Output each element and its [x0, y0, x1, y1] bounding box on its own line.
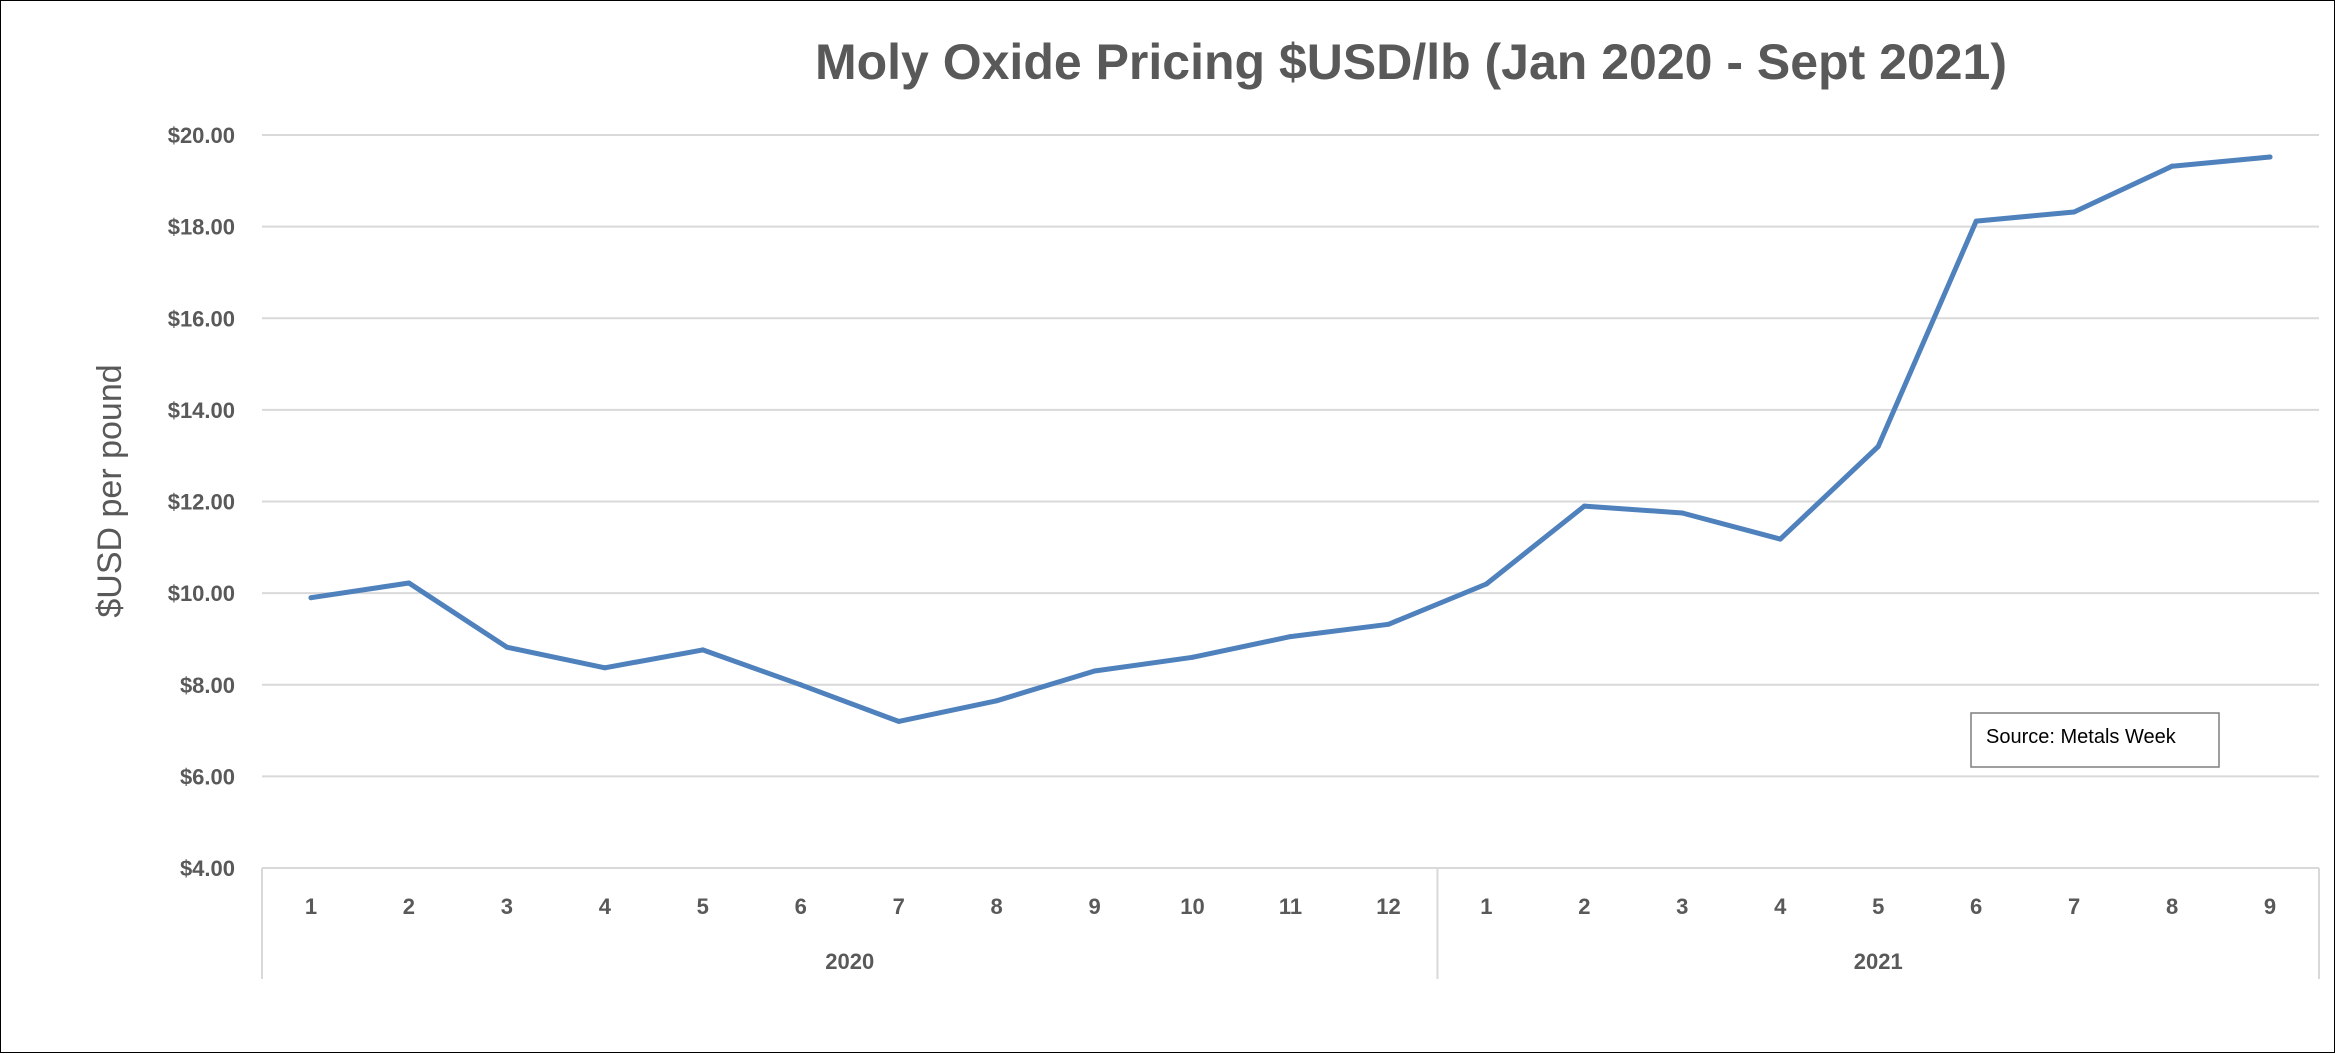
data-point	[1777, 536, 1783, 542]
data-point	[1973, 218, 1979, 224]
data-point	[1385, 621, 1391, 627]
x-tick-label: 3	[501, 894, 513, 919]
x-group-labels: 2020 2021	[825, 949, 1902, 974]
data-point	[1288, 634, 1293, 640]
source-box-border	[1970, 712, 2220, 768]
y-tick-labels: $4.00 $6.00 $8.00 $10.00 $12.00 $14.00 $16.00 $…	[168, 123, 235, 881]
data-point	[1483, 581, 1489, 587]
x-tick-labels: 1 2 3 4 5 6 7 8 9 10 11 12 1 2 3 4 5 6 7 8 9	[305, 894, 2276, 919]
source-annotation: Source: Metals Week	[1970, 712, 2220, 768]
x-group-label: 2021	[1854, 949, 1903, 974]
x-tick-label: 8	[991, 894, 1003, 919]
y-tick-label: $18.00	[168, 215, 235, 240]
y-tick-label: $8.00	[180, 673, 235, 698]
x-tick-label: 1	[1480, 894, 1492, 919]
source-label: Source: Metals Week	[1986, 726, 2177, 748]
data-point	[602, 665, 608, 671]
x-tick-label: 5	[697, 894, 709, 919]
y-tick-label: $10.00	[168, 581, 235, 606]
data-point	[1581, 503, 1587, 509]
x-tick-label: 5	[1872, 894, 1884, 919]
x-tick-label: 10	[1180, 894, 1204, 919]
y-tick-label: $16.00	[168, 306, 235, 331]
chart-title: Moly Oxide Pricing $USD/lb (Jan 2020 - S…	[815, 34, 2007, 90]
x-group-label: 2020	[825, 949, 874, 974]
x-tick-label: 12	[1376, 894, 1400, 919]
x-axis	[261, 867, 2320, 979]
x-tick-label: 2	[403, 894, 415, 919]
data-point	[994, 698, 1000, 704]
y-tick-label: $14.00	[168, 398, 235, 423]
x-tick-label: 2	[1578, 894, 1590, 919]
x-tick-label: 8	[2166, 894, 2178, 919]
data-point	[504, 644, 510, 650]
x-tick-label: 6	[795, 894, 807, 919]
x-tick-label: 11	[1279, 894, 1302, 919]
data-point	[1092, 668, 1098, 674]
x-tick-label: 3	[1676, 894, 1688, 919]
y-tick-label: $4.00	[180, 856, 235, 881]
x-tick-label: 7	[2068, 894, 2080, 919]
x-tick-label: 6	[1970, 894, 1982, 919]
data-point	[2071, 209, 2077, 215]
data-point	[1190, 654, 1196, 660]
data-point	[798, 682, 804, 688]
data-point	[2267, 154, 2273, 160]
series-layer	[308, 154, 2273, 724]
x-tick-label: 7	[893, 894, 905, 919]
gridlines	[262, 134, 2319, 778]
data-point	[406, 580, 412, 586]
data-point	[2169, 163, 2175, 169]
y-tick-label: $6.00	[180, 764, 235, 789]
x-tick-label: 9	[1088, 894, 1100, 919]
data-point	[896, 718, 902, 724]
x-tick-label: 1	[305, 894, 317, 919]
data-point	[700, 647, 706, 653]
y-axis-label: $USD per pound	[91, 364, 129, 617]
data-point	[1875, 444, 1881, 450]
y-tick-label: $12.00	[168, 490, 235, 515]
data-point	[308, 595, 314, 601]
x-tick-label: 9	[2264, 894, 2276, 919]
x-tick-label: 4	[599, 894, 612, 919]
y-tick-label: $20.00	[168, 123, 235, 148]
data-point	[1679, 510, 1685, 516]
x-tick-label: 4	[1774, 894, 1787, 919]
